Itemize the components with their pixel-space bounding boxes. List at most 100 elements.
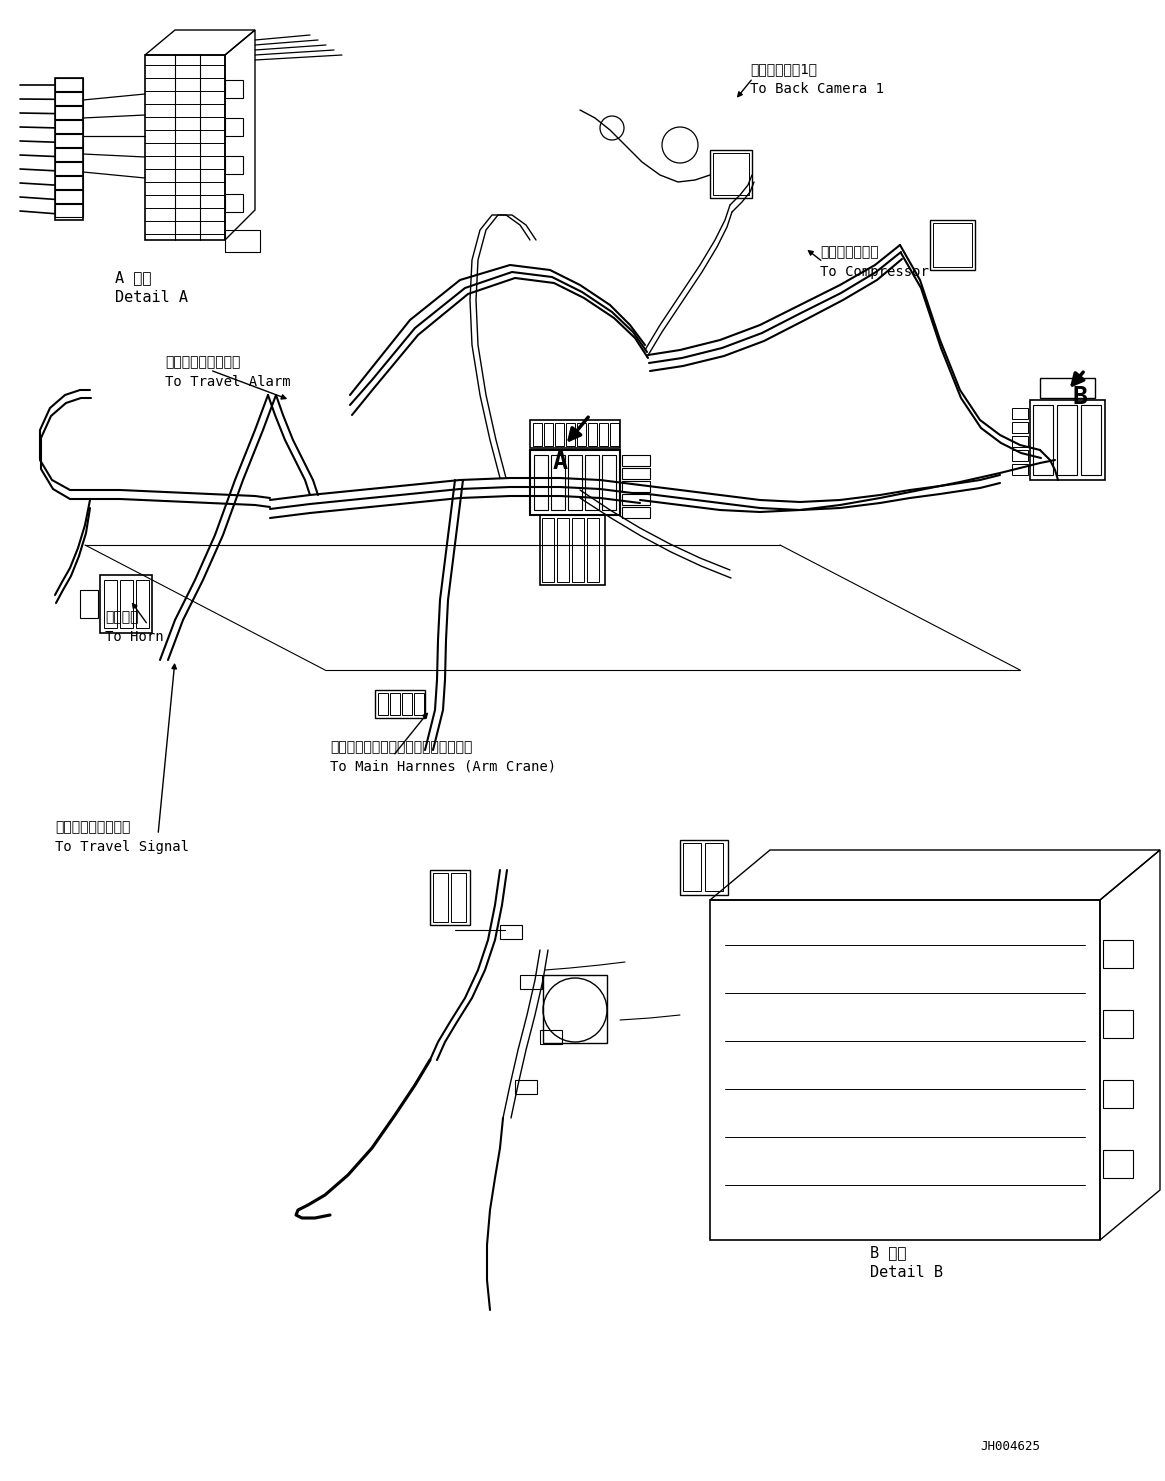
Bar xyxy=(588,424,596,446)
Text: To Back Camera 1: To Back Camera 1 xyxy=(750,81,884,96)
Bar xyxy=(1012,435,1028,447)
Bar xyxy=(1103,1151,1134,1177)
Bar xyxy=(414,693,424,715)
Text: A: A xyxy=(552,450,567,474)
Text: A 詳細: A 詳細 xyxy=(115,270,151,284)
Bar xyxy=(1012,450,1028,461)
Bar xyxy=(100,575,151,632)
Bar xyxy=(55,176,83,190)
Bar xyxy=(433,872,449,923)
Bar xyxy=(225,230,260,252)
Bar xyxy=(530,421,620,447)
Bar xyxy=(1103,940,1134,969)
Bar xyxy=(1103,1080,1134,1108)
Bar xyxy=(680,840,728,895)
Bar xyxy=(520,974,542,989)
Bar xyxy=(551,455,565,509)
Bar xyxy=(930,221,975,270)
Bar xyxy=(55,204,83,218)
Bar xyxy=(572,518,584,582)
Bar xyxy=(390,693,400,715)
Bar xyxy=(55,78,83,90)
Bar xyxy=(120,581,133,628)
Text: トラベルアラームへ: トラベルアラームへ xyxy=(165,355,240,369)
Text: トラベルシグナルへ: トラベルシグナルへ xyxy=(55,820,130,834)
Text: To Compressor: To Compressor xyxy=(820,265,929,278)
Bar xyxy=(430,869,469,926)
Bar xyxy=(55,161,83,175)
Bar xyxy=(55,190,83,203)
Bar xyxy=(375,690,425,718)
Bar xyxy=(500,926,522,939)
Bar xyxy=(709,150,751,198)
Bar xyxy=(933,224,972,267)
Bar xyxy=(225,194,243,212)
Bar xyxy=(587,518,599,582)
Bar xyxy=(541,1029,562,1044)
Bar xyxy=(1012,464,1028,475)
Bar xyxy=(55,78,83,221)
Bar xyxy=(104,581,116,628)
Bar xyxy=(622,507,650,518)
Bar xyxy=(377,693,388,715)
Text: ホーンへ: ホーンへ xyxy=(105,610,139,624)
Text: To Travel Signal: To Travel Signal xyxy=(55,840,189,855)
Bar xyxy=(55,120,83,133)
Bar xyxy=(55,148,83,161)
Text: JH004625: JH004625 xyxy=(980,1440,1040,1453)
Bar xyxy=(55,107,83,118)
Bar xyxy=(585,455,599,509)
Bar xyxy=(566,424,576,446)
Bar xyxy=(1081,404,1101,475)
Bar xyxy=(55,133,83,147)
Bar xyxy=(622,468,650,478)
Text: Detail B: Detail B xyxy=(870,1265,942,1280)
Bar xyxy=(544,424,553,446)
Bar xyxy=(713,153,749,195)
Text: To Main Harnnes (Arm Crane): To Main Harnnes (Arm Crane) xyxy=(330,760,556,775)
Bar xyxy=(1033,404,1053,475)
Bar xyxy=(622,455,650,467)
Bar xyxy=(1012,422,1028,432)
Bar xyxy=(602,455,616,509)
Bar xyxy=(1057,404,1076,475)
Bar xyxy=(1012,407,1028,419)
Bar xyxy=(515,1080,537,1094)
Bar xyxy=(530,450,620,515)
Bar xyxy=(543,974,607,1043)
Text: Detail A: Detail A xyxy=(115,290,188,305)
Bar xyxy=(1103,1010,1134,1038)
Bar xyxy=(569,455,582,509)
Bar xyxy=(451,872,466,923)
Bar xyxy=(542,518,555,582)
Bar xyxy=(610,424,619,446)
Bar xyxy=(599,424,608,446)
Bar xyxy=(225,80,243,98)
Bar xyxy=(577,424,586,446)
Bar xyxy=(80,589,98,618)
Text: バックカメラ1へ: バックカメラ1へ xyxy=(750,62,817,76)
Bar xyxy=(705,843,723,892)
Text: B: B xyxy=(1073,385,1087,409)
Bar xyxy=(534,424,542,446)
Text: B 詳細: B 詳細 xyxy=(870,1246,906,1260)
Bar xyxy=(534,455,548,509)
Text: To Horn: To Horn xyxy=(105,629,163,644)
Bar xyxy=(622,481,650,492)
Bar xyxy=(225,118,243,136)
Bar xyxy=(1030,400,1104,480)
Bar xyxy=(1040,378,1095,398)
Bar xyxy=(144,55,225,240)
Bar xyxy=(541,515,605,585)
Bar xyxy=(622,495,650,505)
Bar xyxy=(557,518,569,582)
Text: メインハーネス（アームクレーン）へ: メインハーネス（アームクレーン）へ xyxy=(330,740,472,754)
Bar xyxy=(555,424,564,446)
Bar xyxy=(402,693,412,715)
Bar xyxy=(683,843,701,892)
Text: コンプレッサへ: コンプレッサへ xyxy=(820,244,878,259)
Bar xyxy=(225,156,243,173)
Text: To Travel Alarm: To Travel Alarm xyxy=(165,375,290,390)
Bar xyxy=(55,92,83,105)
Bar xyxy=(136,581,149,628)
